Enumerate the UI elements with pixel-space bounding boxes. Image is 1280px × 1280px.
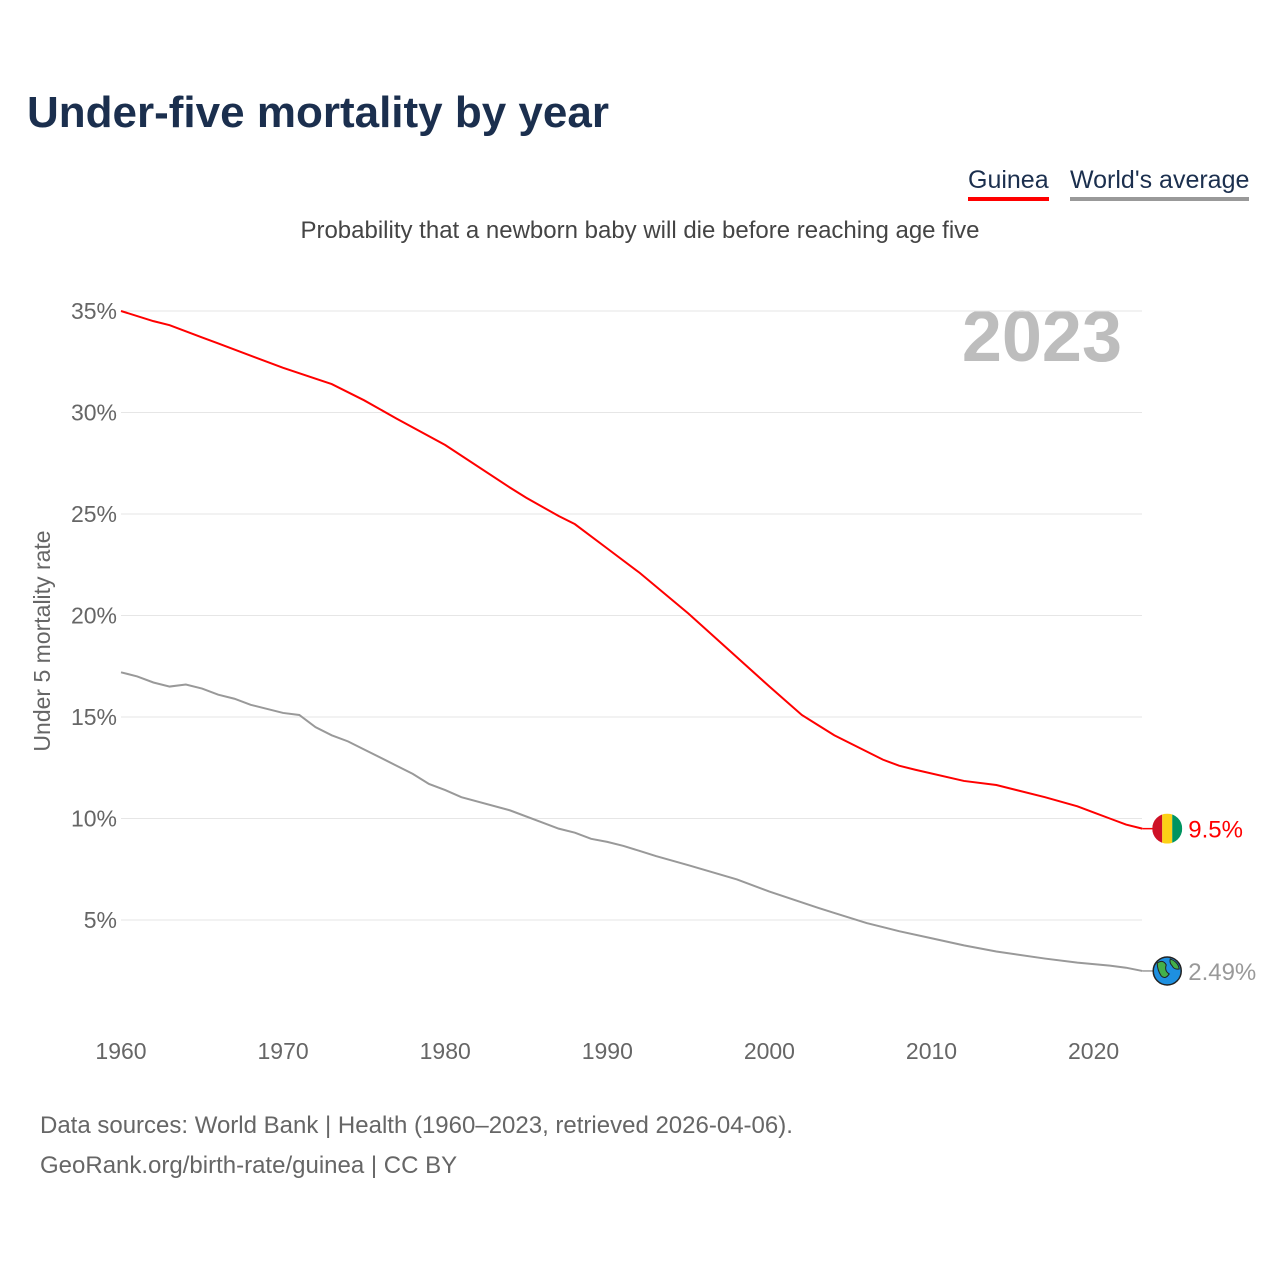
flag-stripe: [1152, 813, 1163, 844]
source-link[interactable]: GeoRank.org/birth-rate/guinea | CC BY: [40, 1152, 458, 1179]
x-tick-label: 2020: [1068, 1038, 1119, 1064]
x-tick-label: 1990: [582, 1038, 633, 1064]
y-tick-label: 30%: [71, 400, 117, 426]
guinea-flag-icon: [1152, 813, 1183, 844]
y-tick-label: 20%: [71, 603, 117, 629]
data-source: Data sources: World Bank | Health (1960–…: [40, 1112, 793, 1139]
footer: Data sources: World Bank | Health (1960–…: [40, 1106, 793, 1186]
year-badge: 2023: [962, 297, 1122, 377]
y-tick-label: 15%: [71, 704, 117, 730]
legend-world-average[interactable]: World's average: [1070, 166, 1250, 201]
chart-subtitle: Probability that a newborn baby will die…: [300, 217, 980, 244]
x-tick-label: 1960: [95, 1038, 146, 1064]
flag-stripe: [1172, 813, 1183, 844]
series-line-guinea: [120, 310, 1143, 830]
x-tick-label: 2000: [744, 1038, 795, 1064]
end-value-label: 2.49%: [1188, 959, 1256, 986]
y-axis-title: Under 5 mortality rate: [29, 530, 55, 751]
series-line-world: [120, 671, 1143, 972]
x-tick-label: 1970: [258, 1038, 309, 1064]
globe-land: [1156, 958, 1180, 979]
chart-title: Under-five mortality by year: [27, 88, 609, 137]
x-tick-label: 1980: [420, 1038, 471, 1064]
globe-ocean: [1152, 956, 1182, 986]
globe-icon: [1152, 956, 1182, 986]
x-tick-label: 2010: [906, 1038, 957, 1064]
legend-guinea[interactable]: Guinea: [968, 166, 1049, 201]
y-tick-label: 10%: [71, 806, 117, 832]
end-value-label: 9.5%: [1188, 817, 1243, 844]
y-tick-label: 35%: [71, 298, 117, 324]
y-tick-label: 5%: [84, 907, 117, 933]
y-tick-label: 25%: [71, 501, 117, 527]
flag-stripe: [1162, 813, 1173, 844]
